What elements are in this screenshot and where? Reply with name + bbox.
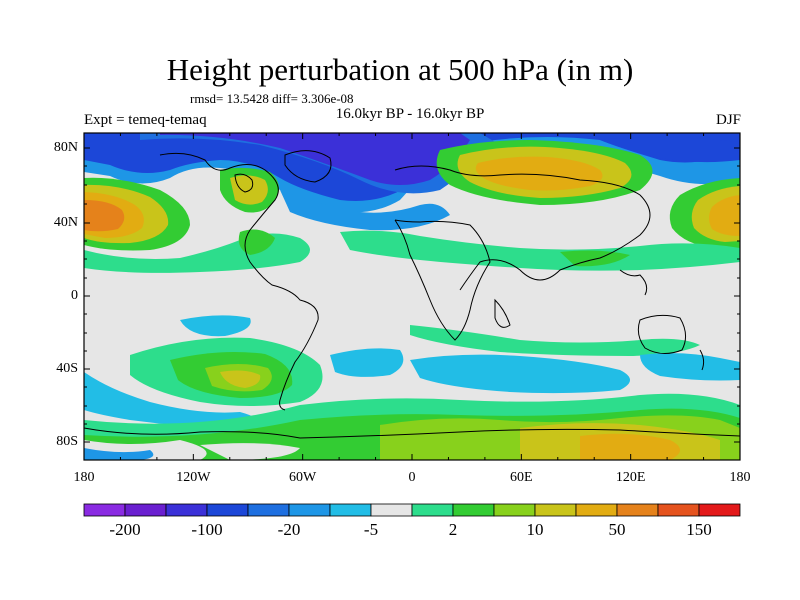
colorbar-swatch xyxy=(534,503,577,517)
colorbar-swatch xyxy=(247,503,290,517)
colorbar-swatch xyxy=(329,503,372,517)
colorbar-swatch xyxy=(206,503,249,517)
coastlines xyxy=(83,150,741,439)
lon-tick-label: 0 xyxy=(408,470,416,485)
axis-ticks xyxy=(83,133,741,460)
colorbar-swatch xyxy=(124,503,167,517)
period-label: 16.0kyr BP - 16.0kyr BP xyxy=(335,106,485,122)
lat-tick-label: 40N xyxy=(53,215,78,230)
colorbar-label: 50 xyxy=(608,520,626,539)
plot-title: Height perturbation at 500 hPa (in m) xyxy=(166,52,634,87)
lon-tick-label: 120E xyxy=(615,470,646,485)
lat-tick-label: 40S xyxy=(56,361,78,376)
colorbar-swatch xyxy=(165,503,208,517)
lat-tick-label: 80S xyxy=(56,434,78,449)
colorbar-swatch xyxy=(698,503,741,517)
lon-tick-label: 180 xyxy=(729,470,751,485)
lon-tick-label: 60E xyxy=(510,470,533,485)
season-label: DJF xyxy=(715,112,741,128)
colorbar-label: -200 xyxy=(109,520,141,539)
colorbar-label: 150 xyxy=(686,520,712,539)
colorbar-label: 2 xyxy=(448,520,458,539)
colorbar-swatch xyxy=(493,503,536,517)
colorbar-swatch xyxy=(616,503,659,517)
colorbar-swatch xyxy=(288,503,331,517)
colorbar-swatch xyxy=(83,503,126,517)
colorbar-swatch xyxy=(575,503,618,517)
stats-label: rmsd= 13.5428 diff= 3.306e-08 xyxy=(190,91,354,106)
field-layer xyxy=(84,133,740,460)
lat-tick-label: 80N xyxy=(53,140,78,155)
colorbar-label: -20 xyxy=(277,520,301,539)
colorbar-swatch xyxy=(370,503,413,517)
experiment-label: Expt = temeq-temaq xyxy=(84,112,207,128)
colorbar-label: -5 xyxy=(363,520,379,539)
lat-tick-label: 0 xyxy=(71,288,78,303)
colorbar xyxy=(83,503,741,517)
colorbar-swatch xyxy=(411,503,454,517)
lon-tick-label: 60W xyxy=(289,470,317,485)
lon-tick-label: 180 xyxy=(73,470,95,485)
lon-tick-label: 120W xyxy=(176,470,211,485)
colorbar-label: 10 xyxy=(526,520,544,539)
colorbar-label: -100 xyxy=(191,520,223,539)
colorbar-swatch xyxy=(452,503,495,517)
colorbar-swatch xyxy=(657,503,700,517)
